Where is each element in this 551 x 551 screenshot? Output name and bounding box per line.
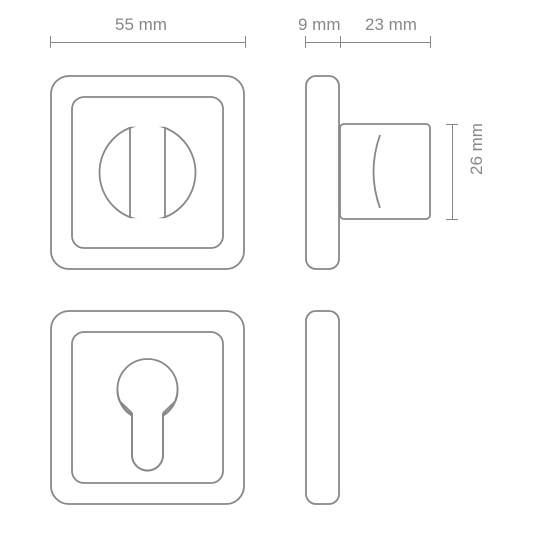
plate-front-key (50, 310, 245, 505)
technical-drawing: 55 mm 9 mm 23 mm 26 mm (0, 0, 551, 551)
dim-tick (245, 36, 246, 48)
dim-tick (430, 36, 431, 48)
dim-label-width: 55 mm (115, 15, 167, 35)
dim-label-gap: 9 mm (298, 15, 341, 35)
dim-label-knob: 23 mm (365, 15, 417, 35)
dim-line-knob (340, 42, 430, 43)
dim-line-knob-h (452, 124, 453, 219)
dim-line-width (50, 42, 245, 43)
dim-line-gap (305, 42, 340, 43)
plate-side-key (305, 310, 345, 505)
dim-tick (305, 36, 306, 48)
plate-front-turn (50, 75, 245, 270)
dim-label-knob-h: 26 mm (467, 123, 487, 175)
dim-tick (50, 36, 51, 48)
dim-tick (446, 124, 458, 125)
plate-side-turn (305, 75, 440, 270)
dim-tick (446, 219, 458, 220)
